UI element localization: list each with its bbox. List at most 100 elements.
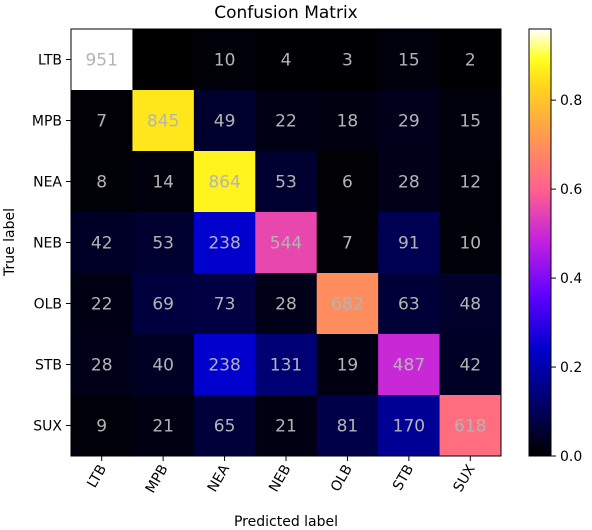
cell-value-label: 845 (147, 112, 179, 132)
cell-value-label: 12 (459, 173, 481, 193)
cell-value-label: 4 (281, 51, 292, 71)
colorbar-tick-label: 0.0 (560, 449, 582, 465)
colorbar-ticks: 0.0 0.2 0.4 0.6 0.8 (551, 93, 582, 465)
y-tick-label: LTB (38, 53, 62, 69)
cell-value-label: 29 (398, 112, 420, 132)
cell-value-label: 170 (393, 417, 425, 437)
heatmap-cell (316, 151, 379, 213)
heatmap-cell (316, 273, 379, 335)
heatmap-cell (71, 395, 133, 457)
heatmap-cell (439, 334, 502, 396)
cell-value-label: 28 (275, 295, 297, 315)
heatmap-cell (378, 212, 441, 274)
cell-value-label: 7 (96, 112, 107, 132)
y-tick-label: MPB (32, 114, 62, 130)
colorbar (528, 28, 552, 457)
heatmap-cell (439, 29, 502, 91)
cell-value-label: 2 (465, 51, 476, 71)
heatmap-cell (132, 212, 195, 274)
cell-value-label: 91 (398, 234, 420, 254)
cell-value-label: 3 (342, 51, 353, 71)
cell-value-label: 10 (214, 51, 236, 71)
x-tick-label: MPB (143, 462, 172, 496)
heatmap-cell (193, 29, 256, 91)
heatmap-cell (71, 212, 133, 274)
x-tick-label: NEB (266, 462, 294, 495)
cell-value-label: 8 (96, 173, 107, 193)
cell-value-label: 48 (459, 295, 481, 315)
colorbar-tick-label: 0.2 (560, 360, 582, 376)
x-tick-label: LTB (84, 462, 110, 491)
heatmap-cell (255, 29, 318, 91)
y-tick-label: SUX (33, 419, 62, 435)
x-tick-label: SUX (451, 462, 479, 495)
heatmap-cell (193, 90, 256, 152)
heatmap-cell (132, 273, 195, 335)
cell-value-label: 42 (459, 356, 481, 376)
heatmap-cell (193, 395, 256, 457)
x-axis-label: Predicted label (234, 514, 338, 530)
x-axis-ticks: LTB MPB NEA NEB OLB STB SUX (84, 456, 479, 496)
heatmap-cell (255, 151, 318, 213)
cell-value-label: 14 (152, 173, 174, 193)
heatmap-cell (316, 334, 379, 396)
cell-value-label: 131 (270, 356, 302, 376)
cell-value-label: 15 (398, 51, 420, 71)
x-tick-label: OLB (328, 462, 356, 495)
colorbar-tick-label: 0.6 (560, 182, 582, 198)
heatmap-cell (193, 273, 256, 335)
cell-value-label: 65 (214, 417, 236, 437)
heatmap-cell (316, 29, 379, 91)
heatmap-cell (132, 334, 195, 396)
heatmap-cell (316, 395, 379, 457)
y-tick-label: STB (35, 358, 62, 374)
heatmap-cell (439, 90, 502, 152)
cell-value-label: 22 (275, 112, 297, 132)
cell-value-label: 28 (91, 356, 113, 376)
cell-value-label: 53 (275, 173, 297, 193)
cell-value-label: 6 (342, 173, 353, 193)
heatmap-cells (71, 29, 502, 457)
cell-value-label: 69 (152, 295, 174, 315)
y-tick-label: NEA (33, 175, 62, 191)
heatmap-cell (132, 90, 195, 152)
heatmap-cell (378, 273, 441, 335)
cell-value-label: 73 (214, 295, 236, 315)
cell-value-label: 951 (85, 51, 117, 71)
colorbar-tick-label: 0.4 (560, 271, 582, 287)
cell-value-label: 18 (337, 112, 359, 132)
colorbar-tick-label: 0.8 (560, 93, 582, 109)
heatmap-cell (378, 90, 441, 152)
heatmap-cell (378, 151, 441, 213)
cell-value-label: 63 (398, 295, 420, 315)
heatmap-cell (255, 395, 318, 457)
heatmap-cell (255, 90, 318, 152)
cell-value-label: 21 (275, 417, 297, 437)
cell-value-label: 28 (398, 173, 420, 193)
heatmap-cell (255, 212, 318, 274)
heatmap-cell (71, 29, 133, 91)
heatmap-cell (193, 334, 256, 396)
cell-value-label: 9 (96, 417, 107, 437)
cell-value-label: 19 (337, 356, 359, 376)
cell-value-label: 49 (214, 112, 236, 132)
heatmap-cell (255, 334, 318, 396)
cell-value-label: 238 (208, 234, 240, 254)
heatmap-cell (71, 334, 133, 396)
cell-value-label: 544 (270, 234, 302, 254)
cell-value-label: 15 (459, 112, 481, 132)
cell-value-label: 682 (331, 295, 363, 315)
cell-value-label: 21 (152, 417, 174, 437)
heatmap-cell (193, 151, 256, 213)
heatmap-cell (132, 151, 195, 213)
heatmap-cell (71, 273, 133, 335)
cell-value-label: 7 (342, 234, 353, 254)
heatmap-cell (132, 29, 195, 91)
cell-value-label: 618 (454, 417, 486, 437)
cell-value-label: 487 (393, 356, 425, 376)
heatmap-cell (439, 151, 502, 213)
cell-value-label: 53 (152, 234, 174, 254)
heatmap-cell (193, 212, 256, 274)
